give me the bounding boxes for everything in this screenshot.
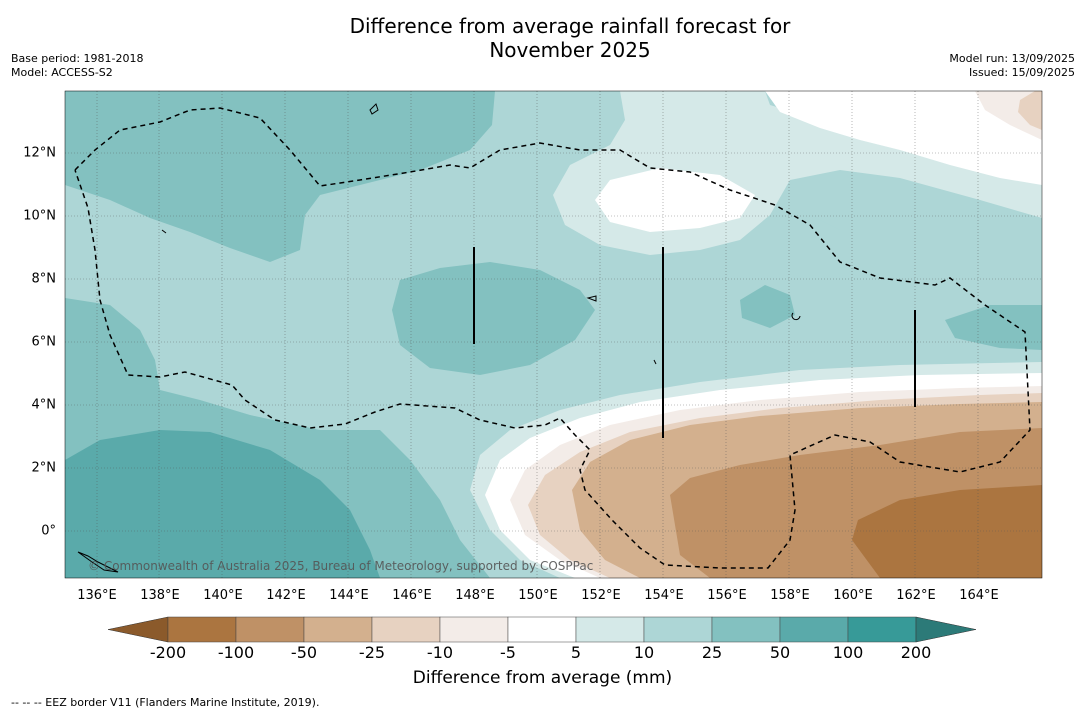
- colorbar-label: -25: [358, 643, 386, 662]
- longitude-tick: 158°E: [770, 588, 810, 603]
- colorbar-label: -200: [149, 643, 187, 662]
- latitude-tick: 4°N: [31, 397, 57, 413]
- rainfall-contours: [65, 91, 1042, 578]
- longitude-tick: 148°E: [455, 588, 495, 603]
- colorbar-label: -50: [290, 643, 318, 662]
- base-period: Base period: 1981-2018: [11, 52, 144, 65]
- copyright-notice: © Commonwealth of Australia 2025, Bureau…: [88, 559, 594, 573]
- contour-minus10-northeast: [1018, 91, 1042, 130]
- contour-25-50-central: [392, 262, 595, 375]
- issued-date: Issued: 15/09/2025: [968, 66, 1075, 79]
- longitude-tick: 162°E: [896, 588, 936, 603]
- longitude-tick: 164°E: [959, 588, 999, 603]
- colorbar-segment: [439, 616, 509, 643]
- colorbar-label: -10: [426, 643, 454, 662]
- colorbar-label: -100: [217, 643, 255, 662]
- colorbar-label: 50: [769, 643, 791, 662]
- contour-minus100-south: [852, 485, 1042, 578]
- longitude-tick: 136°E: [77, 588, 117, 603]
- run-info: Model run: 13/09/2025 Issued: 15/09/2025: [949, 52, 1075, 80]
- contour-right-band: [772, 145, 1042, 578]
- latitude-tick: 6°N: [31, 334, 57, 350]
- map-title: Difference from average rainfall forecas…: [0, 14, 1085, 62]
- colorbar-segment: [371, 616, 441, 643]
- longitude-tick: 142°E: [266, 588, 306, 603]
- meridian-markers: [473, 247, 916, 438]
- longitude-tick: 150°E: [518, 588, 558, 603]
- contour-25-50-small: [740, 285, 795, 328]
- latitude-tick: 2°N: [31, 460, 57, 476]
- contour-50-100-southwest: [65, 430, 380, 578]
- model-name: Model: ACCESS-S2: [11, 66, 113, 79]
- colorbar-label: 25: [701, 643, 723, 662]
- longitude-tick: 140°E: [203, 588, 243, 603]
- colorbar-label: 100: [832, 643, 864, 662]
- title-line-1: Difference from average rainfall forecas…: [349, 14, 791, 38]
- colorbar-arrow-low: [107, 616, 169, 643]
- map-frame: [64, 90, 1043, 579]
- colorbar-segment: [779, 616, 849, 643]
- colorbar-segment: [575, 616, 645, 643]
- longitude-tick: 146°E: [392, 588, 432, 603]
- colorbar-label: 5: [570, 643, 582, 662]
- contour-25-50-northwest: [65, 91, 495, 262]
- colorbar-segment: [507, 616, 577, 643]
- longitude-tick: 152°E: [581, 588, 621, 603]
- model-run: Model run: 13/09/2025: [949, 52, 1075, 65]
- colorbar-label: 10: [633, 643, 655, 662]
- contour-near-average-northeast: [765, 91, 1042, 185]
- colorbar-segment: [235, 616, 305, 643]
- map-gridlines: [65, 91, 1042, 578]
- contour-25-50-east: [945, 305, 1042, 350]
- model-info: Base period: 1981-2018 Model: ACCESS-S2: [11, 52, 143, 80]
- eez-footnote: -- -- -- EEZ border V11 (Flanders Marine…: [11, 696, 320, 709]
- colorbar-segment: [167, 616, 237, 643]
- colorbar-segment: [303, 616, 373, 643]
- eez-borders: [74, 107, 1031, 569]
- longitude-tick: 144°E: [329, 588, 369, 603]
- latitude-tick: 8°N: [31, 271, 57, 287]
- longitude-tick: 154°E: [644, 588, 684, 603]
- colorbar: [107, 616, 977, 643]
- colorbar-segment: [711, 616, 781, 643]
- colorbar-label: 200: [900, 643, 932, 662]
- longitude-tick: 138°E: [140, 588, 180, 603]
- latitude-tick: 0°: [41, 523, 56, 539]
- colorbar-title: Difference from average (mm): [412, 668, 673, 688]
- latitude-tick: 12°N: [23, 145, 56, 161]
- latitude-tick: 10°N: [23, 208, 56, 224]
- colorbar-label: -5: [500, 643, 516, 662]
- colorbar-segment: [643, 616, 713, 643]
- title-line-2: November 2025: [489, 38, 651, 62]
- islands: [77, 103, 801, 573]
- colorbar-segment: [847, 616, 917, 643]
- colorbar-arrow-high: [915, 616, 977, 643]
- longitude-tick: 160°E: [833, 588, 873, 603]
- longitude-tick: 156°E: [707, 588, 747, 603]
